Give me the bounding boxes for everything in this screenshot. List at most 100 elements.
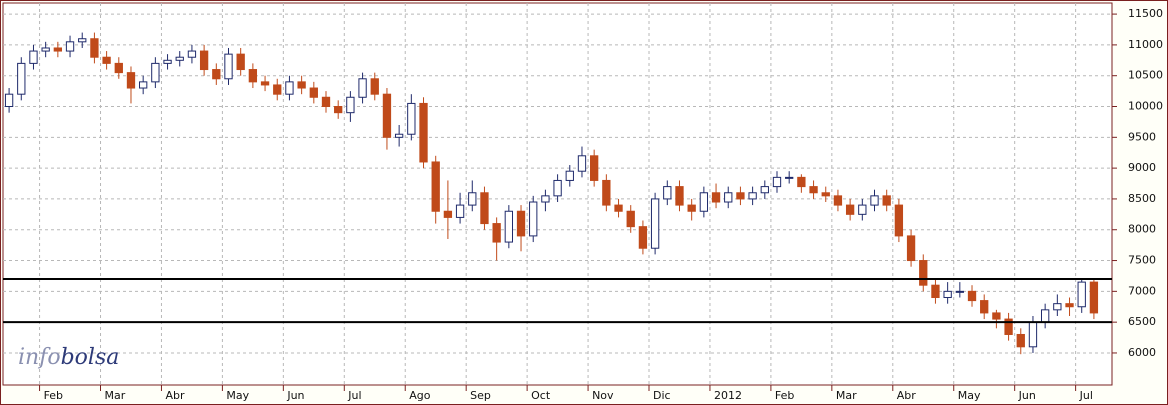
candle-body	[382, 93, 392, 138]
watermark: infobolsa	[18, 345, 119, 370]
y-tick-label: 9500	[1128, 130, 1156, 143]
candle-body	[602, 179, 611, 206]
candle-body	[260, 81, 270, 86]
candle-body	[992, 312, 1001, 320]
candle-body	[358, 78, 367, 98]
candle-body	[53, 47, 63, 52]
y-tick-label: 9000	[1128, 161, 1156, 174]
x-tick-label: Jul	[1079, 389, 1093, 402]
candle-body	[1089, 281, 1099, 314]
candle-body	[321, 96, 331, 108]
candle-body	[1065, 303, 1074, 308]
candle-body	[443, 210, 453, 218]
candle-body	[29, 50, 38, 64]
candle-body	[285, 81, 294, 95]
candle-body	[492, 223, 501, 243]
x-tick-label: Oct	[531, 389, 551, 402]
candle-body	[663, 186, 672, 200]
candle-body	[236, 53, 245, 71]
candle-body	[480, 192, 489, 225]
candle-body	[504, 210, 513, 243]
x-tick-label: May	[958, 389, 981, 402]
candle-body	[638, 226, 648, 249]
y-tick-label: 11500	[1128, 7, 1163, 20]
candle-body	[541, 195, 550, 203]
candle-body	[212, 69, 221, 80]
candle-body	[943, 290, 952, 299]
candle-body	[687, 204, 696, 212]
candle-body	[724, 192, 733, 203]
x-tick-label: Mar	[105, 389, 126, 402]
candle-body	[151, 62, 160, 83]
candle-body	[139, 81, 148, 89]
y-tick-label: 6500	[1128, 315, 1156, 328]
candle-body	[224, 53, 233, 80]
y-tick-label: 8000	[1128, 223, 1156, 236]
x-tick-label: Ago	[409, 389, 431, 402]
candle-body	[163, 59, 172, 64]
candle-body	[711, 192, 721, 203]
candle-body	[1077, 281, 1086, 308]
candle-body	[41, 47, 50, 52]
candle-body	[870, 195, 879, 206]
candle-body	[626, 210, 635, 228]
candle-body	[748, 192, 757, 200]
candle-body	[346, 96, 355, 114]
candle-body	[78, 38, 87, 43]
candle-body	[90, 38, 99, 58]
candle-body	[516, 210, 526, 237]
candle-body	[1053, 303, 1062, 311]
candle-body	[1028, 321, 1038, 348]
candle-body	[529, 201, 538, 237]
x-tick-label: Jul	[347, 389, 361, 402]
candle-body	[760, 186, 769, 194]
candle-body	[931, 284, 940, 299]
x-tick-label: Abr	[165, 389, 185, 402]
candle-body	[894, 204, 904, 237]
x-tick-label: Nov	[592, 389, 614, 402]
x-tick-label: Abr	[897, 389, 917, 402]
candle-body	[334, 106, 343, 114]
candle-body	[955, 290, 964, 293]
candle-body	[17, 62, 26, 95]
y-tick-label: 8500	[1128, 192, 1156, 205]
x-tick-label: Jun	[1018, 389, 1036, 402]
candle-body	[309, 87, 318, 98]
y-tick-label: 10500	[1128, 69, 1163, 82]
candle-body	[699, 192, 709, 212]
x-tick-label: May	[226, 389, 249, 402]
candle-body	[785, 176, 794, 179]
candle-body	[553, 179, 562, 197]
candle-body	[65, 41, 75, 52]
candle-body	[858, 204, 867, 215]
candle-body	[614, 204, 623, 212]
candle-body	[4, 93, 14, 108]
x-tick-label: Feb	[775, 389, 794, 402]
candle-body	[906, 235, 916, 262]
candle-body	[809, 186, 818, 194]
candle-body	[919, 260, 928, 286]
candle-body	[1004, 318, 1013, 335]
x-tick-label: Sep	[470, 389, 491, 402]
candle-body	[468, 192, 477, 206]
candle-body	[455, 204, 465, 218]
candle-body	[590, 155, 599, 181]
candle-body	[967, 290, 977, 302]
candle-body	[845, 204, 855, 215]
candle-body	[736, 192, 745, 200]
candle-body	[394, 133, 404, 138]
x-tick-label: Feb	[44, 389, 63, 402]
candle-body	[102, 56, 111, 64]
y-tick-label: 11000	[1128, 38, 1163, 51]
candle-body	[431, 161, 440, 212]
candle-body	[1040, 309, 1050, 323]
candle-body	[248, 69, 258, 83]
y-tick-label: 7000	[1128, 284, 1156, 297]
candle-body	[126, 72, 136, 89]
candle-body	[882, 195, 891, 206]
candle-body	[297, 81, 306, 89]
candle-body	[833, 195, 843, 206]
x-tick-label: Jun	[286, 389, 304, 402]
